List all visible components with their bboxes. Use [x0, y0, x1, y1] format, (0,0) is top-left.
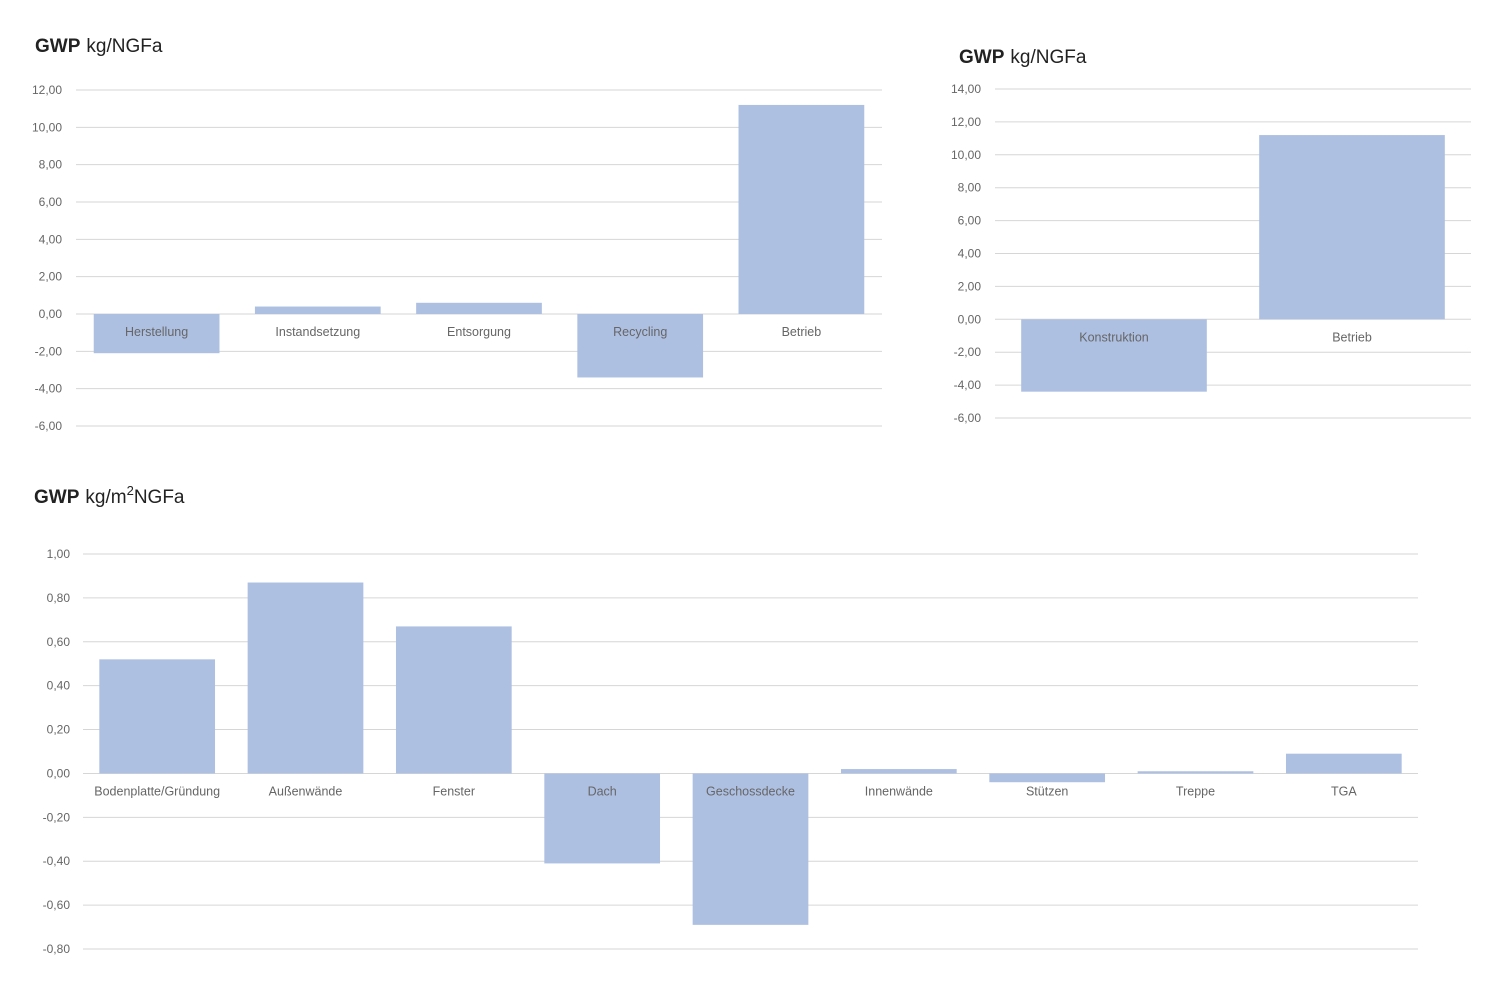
bar-geschossdecke	[692, 773, 809, 925]
y-tick-label: -6,00	[35, 419, 63, 433]
chart-title-unit: kg/NGFa	[86, 36, 162, 57]
category-label: Dach	[588, 784, 617, 798]
chart-title: GWP kg/NGFa	[35, 36, 163, 57]
bar-herstellung	[93, 314, 220, 354]
y-tick-label: 0,00	[47, 766, 71, 780]
y-tick-label: 0,20	[47, 723, 71, 737]
chart-title: GWP kg/m2NGFa	[34, 483, 185, 508]
category-label: TGA	[1331, 784, 1357, 798]
y-tick-label: 1,00	[47, 547, 71, 561]
y-tick-label: 4,00	[39, 232, 63, 246]
y-tick-label: -4,00	[35, 382, 63, 396]
y-tick-label: 0,00	[39, 307, 63, 321]
chart-title-unit: kg/NGFa	[1010, 47, 1086, 68]
bar-außenwände	[247, 582, 364, 774]
chart-title-bold: GWP	[35, 36, 81, 57]
y-tick-label: 0,80	[47, 591, 71, 605]
category-label: Recycling	[613, 325, 667, 339]
y-tick-label: 0,00	[958, 312, 982, 326]
y-tick-label: 8,00	[39, 158, 63, 172]
y-tick-label: 12,00	[32, 83, 62, 97]
category-label: Geschossdecke	[706, 784, 795, 798]
y-tick-label: 4,00	[958, 247, 982, 261]
bar-entsorgung	[416, 302, 542, 314]
y-tick-label: 10,00	[951, 148, 981, 162]
y-tick-label: -0,20	[43, 810, 71, 824]
y-tick-label: 0,60	[47, 635, 71, 649]
category-label: Fenster	[433, 784, 475, 798]
category-label: Stützen	[1026, 784, 1068, 798]
y-tick-label: 2,00	[958, 279, 982, 293]
category-label: Außenwände	[269, 784, 343, 798]
category-label: Innenwände	[865, 784, 933, 798]
chart-gwp-lifecycle-phases: GWP kg/NGFa 12,00 10,00 8,00 6,00 4,00 2,00 0,00…	[32, 36, 882, 433]
y-tick-label: 8,00	[958, 181, 982, 195]
y-tick-label: -2,00	[35, 344, 63, 358]
category-label: Konstruktion	[1079, 330, 1149, 344]
bar-tga	[1285, 753, 1402, 774]
chart-title-superscript: 2	[127, 483, 134, 498]
chart-title-bold: GWP	[959, 47, 1005, 68]
bar-fenster	[395, 626, 512, 774]
bar-konstruktion	[1021, 319, 1207, 392]
y-tick-label: -2,00	[954, 345, 982, 359]
bar-dach	[544, 773, 661, 864]
category-label: Herstellung	[125, 325, 188, 339]
bar-bodenplatte-gründung	[99, 659, 216, 774]
bar-innenwände	[840, 769, 957, 774]
y-tick-label: 10,00	[32, 120, 62, 134]
category-label: Entsorgung	[447, 325, 511, 339]
y-tick-label: 12,00	[951, 115, 981, 129]
category-label: Treppe	[1176, 784, 1215, 798]
chart-title-bold: GWP	[34, 487, 80, 508]
y-tick-label: -0,40	[43, 854, 71, 868]
y-tick-label: -0,60	[43, 898, 71, 912]
y-tick-label: 14,00	[951, 82, 981, 96]
y-tick-label: 2,00	[39, 270, 63, 284]
y-tick-label: 6,00	[958, 214, 982, 228]
chart-gwp-building-components: GWP kg/m2NGFa 1,00 0,80 0,60 0,40 0,20 0,00 -0,2…	[34, 483, 1418, 956]
bar-betrieb	[1259, 135, 1445, 320]
category-label: Betrieb	[1332, 330, 1372, 344]
category-label: Betrieb	[782, 325, 822, 339]
category-label: Bodenplatte/Gründung	[94, 784, 220, 798]
bar-recycling	[577, 314, 704, 378]
chart-title-unit: kg/m	[85, 487, 126, 508]
bar-treppe	[1137, 771, 1254, 774]
y-tick-label: 0,40	[47, 679, 71, 693]
bar-instandsetzung	[254, 306, 381, 314]
y-tick-label: -4,00	[954, 378, 982, 392]
y-tick-label: -6,00	[954, 411, 982, 425]
chart-gwp-construction-vs-operation: GWP kg/NGFa 14,00 12,00 10,00 8,00 6,00 4,00 2,0…	[951, 47, 1471, 425]
chart-title-unit-suffix: NGFa	[134, 487, 185, 508]
bar-betrieb	[738, 104, 865, 314]
category-label: Instandsetzung	[275, 325, 360, 339]
chart-title: GWP kg/NGFa	[959, 47, 1087, 68]
y-tick-label: -0,80	[43, 942, 71, 956]
y-tick-label: 6,00	[39, 195, 63, 209]
bar-stützen	[989, 773, 1106, 783]
